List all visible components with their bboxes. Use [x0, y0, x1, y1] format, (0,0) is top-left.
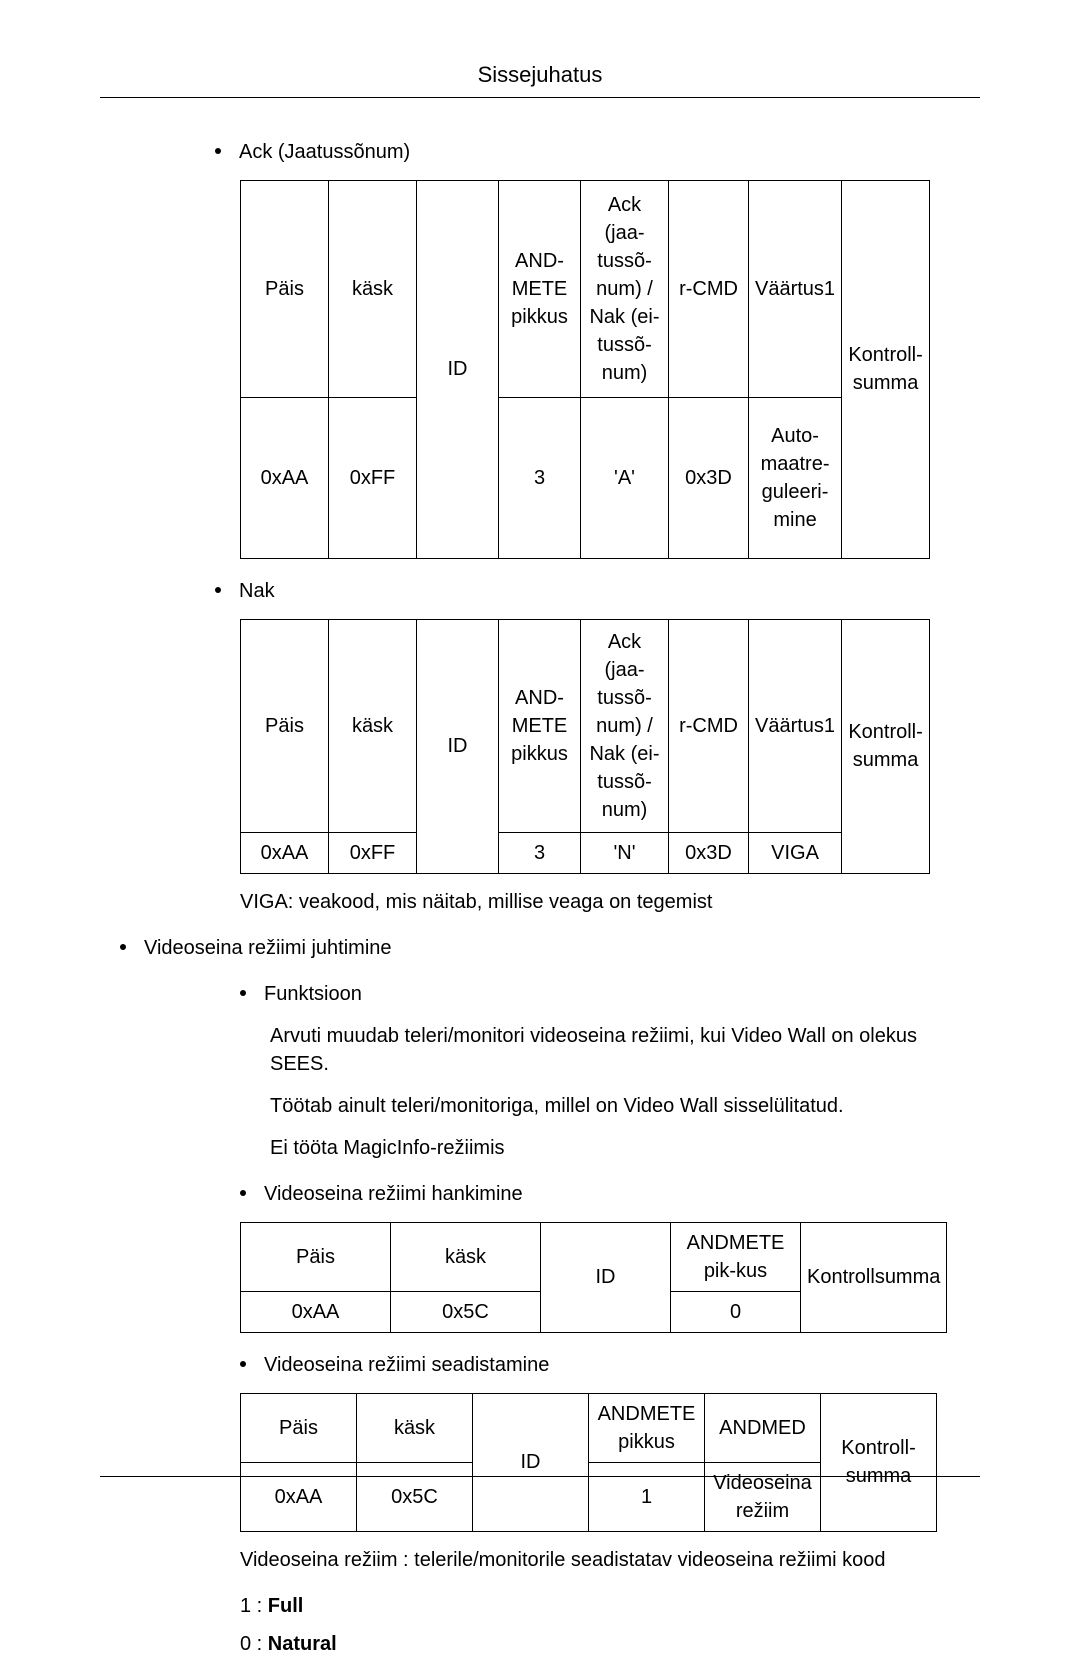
th: ID [541, 1222, 671, 1332]
bullet-icon [240, 990, 246, 996]
viga-note: VIGA: veakood, mis näitab, millise veaga… [240, 888, 980, 916]
bullet-ack: Ack (Jaatussõnum) [100, 138, 980, 166]
bullet-video-ctrl: Videoseina režiimi juhtimine [100, 934, 980, 962]
bullet-icon [240, 1361, 246, 1367]
th: käsk [329, 619, 417, 832]
table-row: Päis käsk ID AND-METE pikkus Ack (jaa-tu… [241, 619, 930, 832]
th-id: ID [417, 180, 499, 558]
td: 0xFF [329, 397, 417, 558]
th-pais: Päis [241, 180, 329, 397]
th: Päis [241, 619, 329, 832]
td: 3 [499, 832, 581, 873]
bullet-icon [215, 148, 221, 154]
td: 0xAA [241, 1291, 391, 1332]
set-note: Videoseina režiim : telerile/monitorile … [240, 1546, 980, 1574]
td: 0x3D [669, 397, 749, 558]
code-natural-key: 0 : [240, 1633, 268, 1655]
bullet-icon [240, 1190, 246, 1196]
th: Päis [241, 1393, 357, 1462]
th-kontroll: Kontroll-summa [842, 180, 930, 558]
td: 3 [499, 397, 581, 558]
td: Videoseina režiim [705, 1462, 821, 1531]
table-nak: Päis käsk ID AND-METE pikkus Ack (jaa-tu… [240, 619, 930, 874]
th-acknak: Ack (jaa-tussõ-num) / Nak (ei-tussõ-num) [581, 180, 669, 397]
bullet-set-mode: Videoseina režiimi seadistamine [100, 1351, 980, 1379]
td: 0x5C [357, 1462, 473, 1531]
th-rcmd: r-CMD [669, 180, 749, 397]
th: ID [417, 619, 499, 873]
table-get-mode: Päis käsk ID ANDMETE pik-kus Kontrollsum… [240, 1222, 947, 1333]
td: 1 [589, 1462, 705, 1531]
th-andmete: AND-METE pikkus [499, 180, 581, 397]
td: Auto-maatre-guleeri-mine [749, 397, 842, 558]
th-vaartus1: Väärtus1 [749, 180, 842, 397]
th: Kontroll-summa [842, 619, 930, 873]
bullet-func-label: Funktsioon [264, 980, 362, 1008]
func-line-1: Töötab ainult teleri/monitoriga, millel … [270, 1092, 980, 1120]
bullet-get-mode: Videoseina režiimi hankimine [100, 1180, 980, 1208]
th: Kontrollsumma [801, 1222, 947, 1332]
th: Kontroll-summa [821, 1393, 937, 1531]
table-row: Päis käsk ID ANDMETE pikkus ANDMED Kontr… [241, 1393, 937, 1462]
th: AND-METE pikkus [499, 619, 581, 832]
bullet-icon [120, 944, 126, 950]
td: 0xAA [241, 832, 329, 873]
table-row: Päis käsk ID ANDMETE pik-kus Kontrollsum… [241, 1222, 947, 1291]
table-set-mode: Päis käsk ID ANDMETE pikkus ANDMED Kontr… [240, 1393, 937, 1532]
td: 0xAA [241, 397, 329, 558]
th: ANDMETE pikkus [589, 1393, 705, 1462]
th: käsk [391, 1222, 541, 1291]
func-line-2: Ei tööta MagicInfo-režiimis [270, 1134, 980, 1162]
page-title: Sissejuhatus [100, 60, 980, 98]
td: 0xAA [241, 1462, 357, 1531]
bullet-video-ctrl-label: Videoseina režiimi juhtimine [144, 934, 392, 962]
table-ack: Päis käsk ID AND-METE pikkus Ack (jaa-tu… [240, 180, 930, 559]
code-natural-val: Natural [268, 1633, 337, 1655]
table-row: 0xAA 0xFF 3 'A' 0x3D Auto-maatre-guleeri… [241, 397, 930, 558]
table-row: Päis käsk ID AND-METE pikkus Ack (jaa-tu… [241, 180, 930, 397]
bullet-get-mode-label: Videoseina režiimi hankimine [264, 1180, 523, 1208]
th: käsk [357, 1393, 473, 1462]
td: 'A' [581, 397, 669, 558]
th: Ack (jaa-tussõ-num) / Nak (ei-tussõ-num) [581, 619, 669, 832]
bullet-nak-label: Nak [239, 577, 275, 605]
code-natural: 0 : Natural [240, 1630, 980, 1658]
table-row: 0xAA 0xFF 3 'N' 0x3D VIGA [241, 832, 930, 873]
code-full-key: 1 : [240, 1595, 268, 1617]
bullet-set-mode-label: Videoseina režiimi seadistamine [264, 1351, 549, 1379]
func-line-0: Arvuti muudab teleri/monitori videoseina… [270, 1022, 980, 1078]
th: ANDMETE pik-kus [671, 1222, 801, 1291]
bullet-icon [215, 587, 221, 593]
code-full-val: Full [268, 1595, 304, 1617]
th: ANDMED [705, 1393, 821, 1462]
bullet-func: Funktsioon [100, 980, 980, 1008]
th: Päis [241, 1222, 391, 1291]
code-full: 1 : Full [240, 1592, 980, 1620]
td: 'N' [581, 832, 669, 873]
th: ID [473, 1393, 589, 1531]
td: VIGA [749, 832, 842, 873]
td: 0x3D [669, 832, 749, 873]
th-kask: käsk [329, 180, 417, 397]
bullet-ack-label: Ack (Jaatussõnum) [239, 138, 410, 166]
td: 0x5C [391, 1291, 541, 1332]
th: r-CMD [669, 619, 749, 832]
bullet-nak: Nak [100, 577, 980, 605]
footer-rule [100, 1476, 980, 1477]
th: Väärtus1 [749, 619, 842, 832]
td: 0 [671, 1291, 801, 1332]
td: 0xFF [329, 832, 417, 873]
